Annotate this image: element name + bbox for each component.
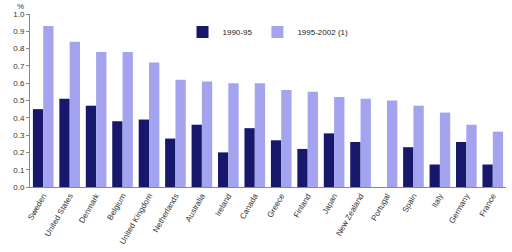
svg-text:Belgium: Belgium <box>106 192 128 222</box>
svg-text:0.0: 0.0 <box>13 183 25 192</box>
svg-text:0.1: 0.1 <box>13 166 25 175</box>
svg-text:0.9: 0.9 <box>13 27 25 36</box>
svg-text:Canada: Canada <box>238 192 260 221</box>
svg-text:France: France <box>478 192 499 219</box>
svg-text:United Kingdom: United Kingdom <box>118 192 154 246</box>
svg-text:Italy: Italy <box>430 192 445 209</box>
svg-text:1990-95: 1990-95 <box>223 28 253 37</box>
svg-text:Sweden: Sweden <box>26 192 48 222</box>
svg-text:New Zealand: New Zealand <box>334 192 365 237</box>
svg-text:%: % <box>17 2 24 11</box>
svg-text:Finland: Finland <box>292 192 313 219</box>
svg-text:0.4: 0.4 <box>13 114 25 123</box>
svg-text:Denmark: Denmark <box>77 191 102 224</box>
svg-text:Netherlands: Netherlands <box>151 192 180 234</box>
svg-text:0.6: 0.6 <box>13 79 25 88</box>
svg-text:0.2: 0.2 <box>13 148 25 157</box>
svg-text:Ireland: Ireland <box>213 192 233 218</box>
svg-text:0.7: 0.7 <box>13 62 25 71</box>
svg-text:Japan: Japan <box>321 192 340 215</box>
svg-text:Portugal: Portugal <box>370 192 393 222</box>
svg-text:0.3: 0.3 <box>13 131 25 140</box>
svg-text:1.0: 1.0 <box>13 10 25 19</box>
svg-text:0.5: 0.5 <box>13 96 25 105</box>
svg-text:1995-2002 (1): 1995-2002 (1) <box>297 28 348 37</box>
svg-text:Australia: Australia <box>184 192 208 224</box>
svg-text:Greece: Greece <box>266 192 287 220</box>
svg-text:United States: United States <box>43 192 75 238</box>
svg-text:Spain: Spain <box>401 192 419 214</box>
svg-text:0.8: 0.8 <box>13 44 25 53</box>
svg-text:Germany: Germany <box>447 192 471 225</box>
